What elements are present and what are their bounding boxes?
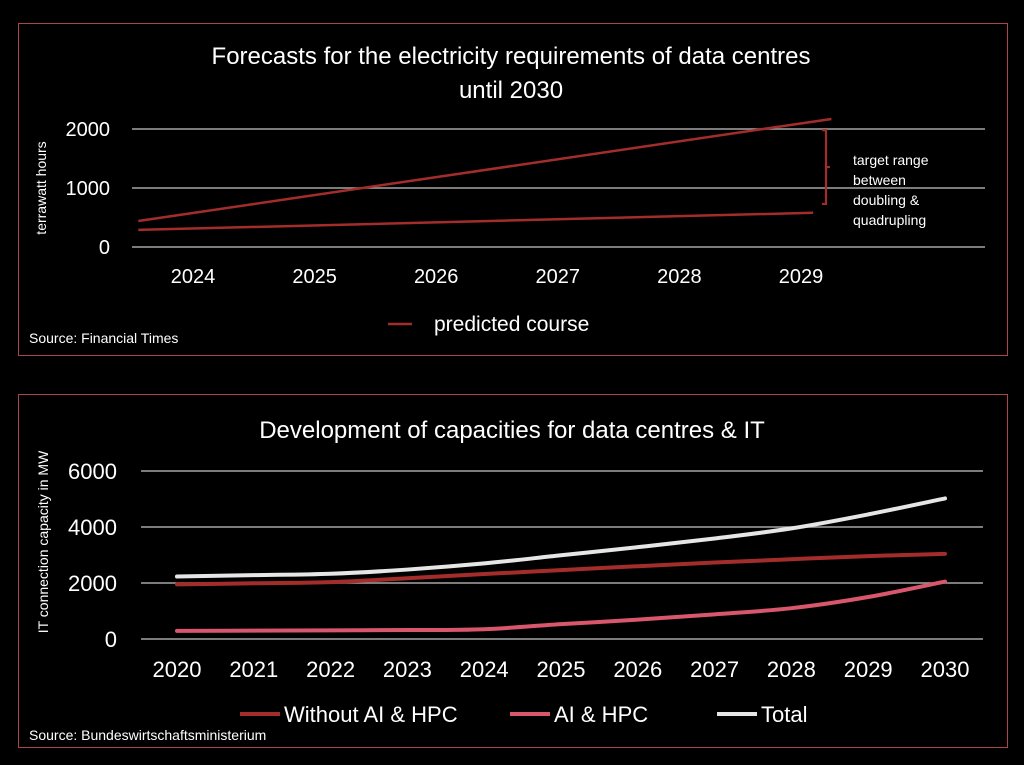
bottom-chart-source: Source: Bundeswirtschaftsministerium: [29, 727, 266, 743]
top-y-tick-label: 1000: [66, 178, 111, 200]
bottom-x-tick-label: 2029: [844, 657, 893, 682]
capacity-development-panel: [18, 394, 1008, 748]
legend-label-total: Total: [761, 702, 807, 727]
bottom-x-tick-label: 2027: [690, 657, 739, 682]
series-line-ai-hpc: [175, 579, 947, 633]
bottom-x-tick-label: 2023: [383, 657, 432, 682]
legend-label-without-ai-hpc: Without AI & HPC: [284, 702, 458, 727]
bottom-chart-legend: Without AI & HPC AI & HPC Total: [240, 702, 807, 727]
target-range-bracket: [822, 129, 830, 206]
annotation-line-3: doubling &: [853, 192, 920, 208]
series-line-without-ai-hpc: [175, 551, 947, 587]
bottom-x-tick-label: 2025: [537, 657, 586, 682]
top-chart-title-line1: Forecasts for the electricity requiremen…: [212, 43, 811, 70]
bottom-x-tick-label: 2020: [153, 657, 202, 682]
bottom-chart-title: Development of capacities for data centr…: [259, 417, 765, 444]
bottom-chart-y-axis-label: IT connection capacity in MW: [35, 450, 51, 633]
top-chart-y-axis-label: terrawatt hours: [33, 141, 49, 234]
annotation-line-1: target range: [853, 152, 929, 168]
bottom-x-tick-label: 2022: [306, 657, 355, 682]
bottom-y-tick-label: 4000: [68, 515, 117, 540]
bottom-y-tick-label: 2000: [68, 571, 117, 596]
annotation-line-2: between: [853, 172, 906, 188]
top-x-tick-label: 2029: [779, 266, 824, 288]
top-x-tick-label: 2024: [171, 266, 216, 288]
bottom-x-tick-label: 2026: [613, 657, 662, 682]
annotation-line-4: quadrupling: [853, 212, 926, 228]
top-chart-source: Source: Financial Times: [29, 330, 178, 346]
electricity-forecast-chart: Forecasts for the electricity requiremen…: [29, 43, 985, 346]
top-chart-title-line2: until 2030: [459, 77, 563, 104]
predicted-course-line-upper: [138, 117, 832, 223]
target-range-annotation: target range between doubling & quadrupl…: [822, 129, 929, 228]
capacity-development-chart: Development of capacities for data centr…: [29, 417, 983, 743]
legend-label-ai-hpc: AI & HPC: [554, 702, 648, 727]
legend-label-predicted-course: predicted course: [434, 313, 589, 336]
bottom-x-tick-label: 2028: [767, 657, 816, 682]
top-x-tick-label: 2028: [657, 266, 702, 288]
bottom-x-tick-label: 2024: [460, 657, 509, 682]
bottom-x-tick-label: 2030: [921, 657, 970, 682]
series-line-total: [175, 496, 947, 579]
bottom-y-tick-label: 0: [105, 627, 117, 652]
top-x-tick-label: 2027: [536, 266, 581, 288]
top-y-tick-label: 2000: [66, 119, 111, 141]
top-x-tick-label: 2026: [414, 266, 459, 288]
bottom-x-tick-label: 2021: [229, 657, 278, 682]
predicted-course-line-lower: [138, 211, 814, 232]
electricity-forecast-panel: [18, 23, 1008, 356]
top-chart-legend: predicted course: [388, 313, 589, 336]
top-y-tick-label: 0: [99, 237, 110, 259]
top-x-tick-label: 2025: [292, 266, 337, 288]
bottom-y-tick-label: 6000: [68, 459, 117, 484]
